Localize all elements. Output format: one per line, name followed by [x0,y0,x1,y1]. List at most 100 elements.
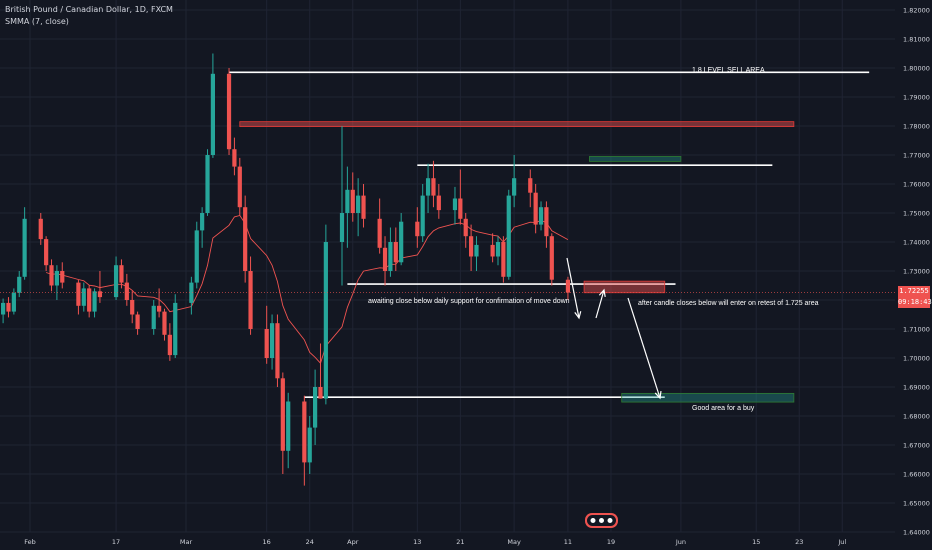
price-tick-label: 1.68000 [903,413,930,421]
price-tick-label: 1.73000 [903,268,930,276]
candle-body-45 [339,213,345,242]
candle-body-5 [38,218,43,240]
time-tick-label: 16 [263,538,271,546]
candle-body-30 [226,73,232,150]
candle-body-55 [415,221,420,237]
indicator-label[interactable]: SMMA (7, close) [5,17,69,26]
time-tick-label: Apr [347,538,359,546]
candle-body-18 [130,300,135,315]
time-tick-label: Feb [24,538,36,546]
candle-body-59 [436,195,441,211]
candle-body-13 [92,291,97,312]
price-tick-label: 1.78000 [903,123,930,131]
candle-body-69 [512,178,517,196]
candle-body-51 [382,247,388,271]
price-tick-label: 1.75000 [903,210,930,218]
smma-line [45,214,569,365]
annotation-awaiting-close: awaiting close below daily support for c… [368,298,570,305]
time-tick-label: 15 [752,538,760,546]
candle-body-0 [1,302,6,315]
candle-body-10 [76,282,81,306]
candle-body-44 [323,242,328,399]
price-tick-label: 1.64000 [903,529,930,537]
symbol-title[interactable]: British Pound / Canadian Dollar, 1D, FXC… [5,5,173,14]
candle-body-72 [538,207,544,225]
candle-body-19 [135,314,140,329]
price-tick-label: 1.70000 [903,355,930,363]
candle-body-50 [377,218,382,248]
candle-body-36 [269,323,275,358]
candle-body-65 [490,244,495,257]
arrow-up-retest [595,288,606,319]
candle-body-46 [345,189,350,213]
arrow-down-break [566,257,582,320]
candle-body-29 [210,73,215,155]
candle-body-60 [452,198,458,211]
sell-zone-5 [583,280,666,294]
candle-body-64 [474,244,479,257]
last-price-tag: 1.72255 [898,286,930,297]
candle-body-25 [189,282,194,303]
candle-body-22 [162,311,167,335]
candle-body-37 [275,323,280,379]
candle-body-42 [313,387,318,428]
candle-body-26 [194,230,199,283]
candlestick-series [1,53,571,486]
price-tick-label: 1.82000 [903,7,930,15]
time-tick-label: Jul [837,538,846,546]
candle-body-2 [11,292,16,312]
candle-body-47 [350,189,355,213]
candle-body-12 [87,288,92,312]
price-tick-label: 1.66000 [903,471,930,479]
annotation-buy-area: Good area for a buy [692,405,755,412]
candle-body-6 [44,239,49,266]
time-tick-label: 24 [306,538,314,546]
candle-body-38 [280,378,285,451]
price-tick-label: 1.79000 [903,94,930,102]
candle-body-23 [167,334,172,356]
price-tick-label: 1.67000 [903,442,930,450]
candle-body-21 [157,305,162,312]
price-tick-label: 1.65000 [903,500,930,508]
candle-body-61 [458,198,463,219]
time-axis[interactable]: Feb 17 Mar 16 24 Apr 13 21 May 11 19 Jun 15 23 Jul [24,538,846,546]
candle-body-4 [22,218,27,277]
grid [0,0,895,533]
candle-body-15 [113,265,119,298]
candle-body-53 [393,242,398,263]
time-tick-label: Jun [675,538,686,546]
candle-body-52 [388,242,393,271]
chart-legend: British Pound / Canadian Dollar, 1D, FXC… [5,4,173,28]
bar-countdown: 09:18:43 [898,297,932,308]
candle-body-11 [81,288,86,306]
buy-zone-3 [589,156,682,162]
candle-body-62 [463,218,468,237]
price-tick-label: 1.80000 [903,65,930,73]
candle-body-41 [307,427,312,463]
time-tick-label: 13 [413,538,421,546]
candle-body-54 [399,221,404,263]
annotation-retest-entry: after candle closes below will enter on … [638,300,819,307]
candle-body-20 [151,305,156,329]
time-tick-label: 17 [112,538,120,546]
candle-body-27 [200,213,205,231]
annotations: 1.8 LEVEL SELL AREA awaiting close below… [368,67,819,412]
candle-body-8 [54,271,59,286]
candle-body-24 [173,302,178,356]
price-tick-label: 1.76000 [903,181,930,189]
price-tick-label: 1.74000 [903,239,930,247]
candle-body-43 [318,387,323,399]
price-tick-label: 1.71000 [903,326,930,334]
candle-body-56 [420,195,425,237]
candle-body-48 [356,195,361,213]
candle-body-7 [49,265,54,286]
trade-arrows [566,257,662,400]
candle-body-32 [237,166,242,208]
price-tick-label: 1.77000 [903,152,930,160]
candle-body-68 [506,195,511,277]
buy-zone-7 [621,392,795,403]
sell-zone-1 [239,121,795,127]
price-tick-label: 1.69000 [903,384,930,392]
